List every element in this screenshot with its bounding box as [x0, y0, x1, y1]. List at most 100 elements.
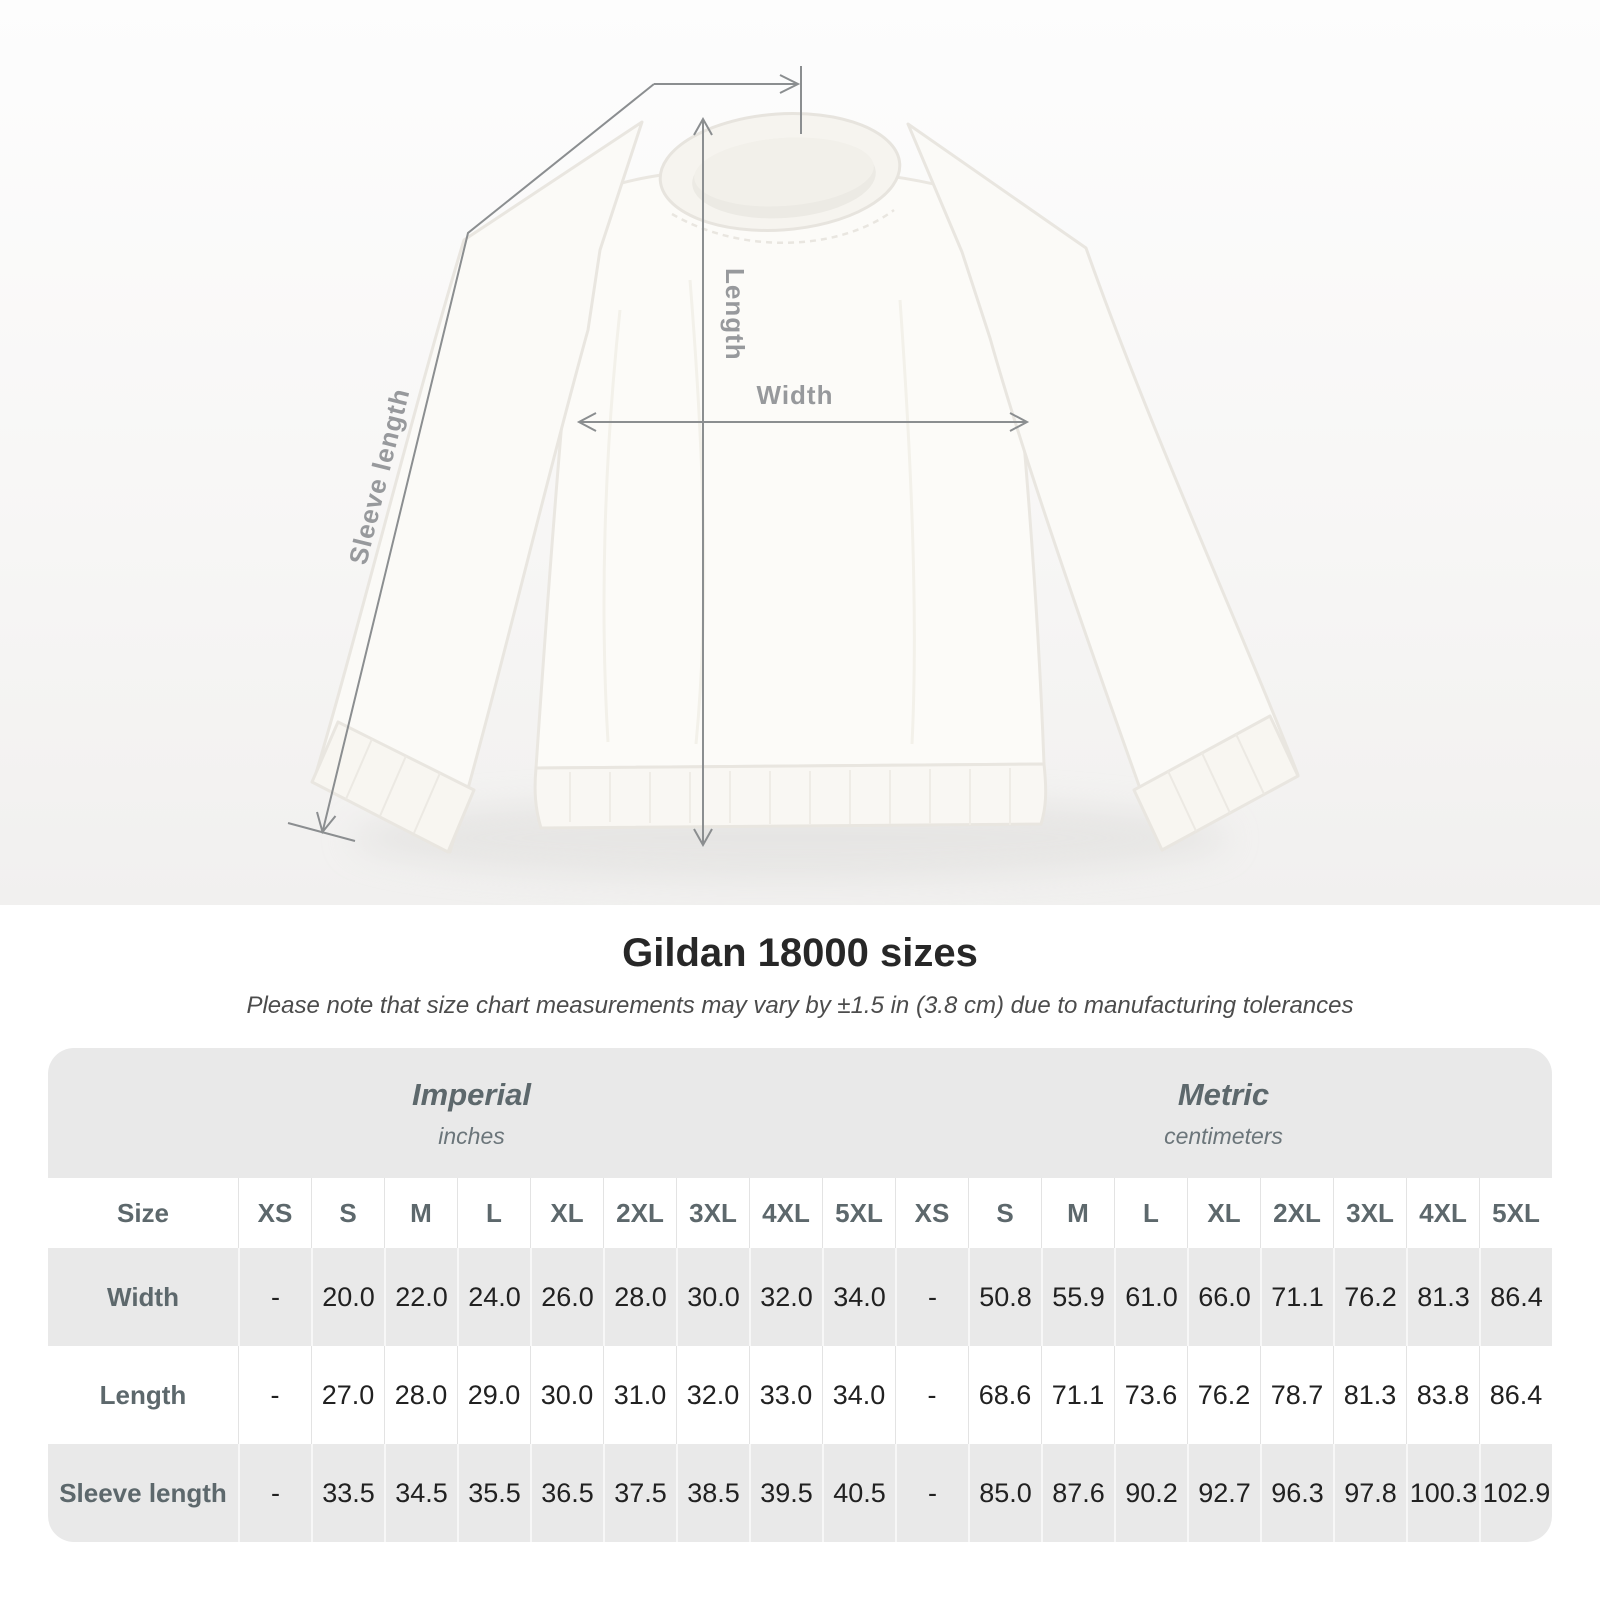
value-cell-imperial: 36.5	[530, 1444, 603, 1542]
hem-rib-texture	[569, 768, 1011, 825]
value-cell-imperial: 37.5	[603, 1444, 676, 1542]
value-cell-metric: 55.9	[1041, 1248, 1114, 1346]
column-header-metric-4xl: 4XL	[1406, 1178, 1479, 1248]
sweatshirt-illustration	[310, 112, 1300, 854]
value-cell-metric: 97.8	[1333, 1444, 1406, 1542]
value-cell-imperial: 35.5	[457, 1444, 530, 1542]
value-cell-imperial: 34.0	[822, 1248, 895, 1346]
imperial-unit: inches	[438, 1122, 505, 1149]
width-label: Width	[757, 380, 834, 410]
column-header-imperial-m: M	[384, 1178, 457, 1248]
value-cell-imperial: 29.0	[457, 1346, 530, 1444]
value-cell-imperial: 22.0	[384, 1248, 457, 1346]
value-cell-metric: 73.6	[1114, 1346, 1187, 1444]
imperial-header: Imperial inches	[48, 1048, 895, 1178]
width-arrow-right	[1009, 412, 1030, 432]
table-row-length: Length -27.0 28.0 29.0 30.0 31.0 32.0 33.0 34.0-…	[48, 1346, 1552, 1444]
value-cell-metric: 86.4	[1479, 1248, 1552, 1346]
value-cell-imperial: 28.0	[384, 1346, 457, 1444]
value-cell-metric: 68.6	[968, 1346, 1041, 1444]
value-cell-imperial: 32.0	[676, 1346, 749, 1444]
table-body: Width -20.0 22.0 24.0 26.0 28.0 30.0 32.0 34.0-5…	[48, 1248, 1552, 1542]
column-header-imperial-xl: XL	[530, 1178, 603, 1248]
value-cell-imperial: -	[238, 1346, 311, 1444]
value-cell-imperial: 34.0	[822, 1346, 895, 1444]
value-cell-imperial: 39.5	[749, 1444, 822, 1542]
value-cell-metric: 50.8	[968, 1248, 1041, 1346]
row-label: Width	[107, 1281, 179, 1312]
column-header-metric-xl: XL	[1187, 1178, 1260, 1248]
product-photo-section: Width Length Sleeve length	[0, 0, 1600, 905]
sweatshirt-diagram: Width Length Sleeve length	[287, 66, 1300, 880]
value-cell-imperial: -	[238, 1248, 311, 1346]
value-cell-metric: -	[895, 1346, 968, 1444]
value-cell-imperial: 28.0	[603, 1248, 676, 1346]
units-header-band: Imperial inches Metric centimeters	[48, 1048, 1552, 1178]
table-row-sleeve-length: Sleeve length -33.5 34.5 35.5 36.5 37.5 38.5 39…	[48, 1444, 1552, 1542]
value-cell-metric: -	[895, 1248, 968, 1346]
left-cuff-ribs	[345, 738, 441, 834]
value-cell-imperial: 24.0	[457, 1248, 530, 1346]
metric-header: Metric centimeters	[895, 1048, 1552, 1178]
value-cell-imperial: 20.0	[311, 1248, 384, 1346]
column-header-metric-2xl: 2XL	[1260, 1178, 1333, 1248]
imperial-title: Imperial	[412, 1076, 531, 1112]
value-cell-imperial: 34.5	[384, 1444, 457, 1542]
value-cell-metric: 66.0	[1187, 1248, 1260, 1346]
column-header-imperial-l: L	[457, 1178, 530, 1248]
value-cell-imperial: 30.0	[676, 1248, 749, 1346]
caption-section: Gildan 18000 sizes Please note that size…	[0, 902, 1600, 1048]
column-header-metric-m: M	[1041, 1178, 1114, 1248]
column-header-imperial-s: S	[311, 1178, 384, 1248]
column-header-imperial-2xl: 2XL	[603, 1178, 676, 1248]
value-cell-imperial: 27.0	[311, 1346, 384, 1444]
value-cell-metric: 76.2	[1187, 1346, 1260, 1444]
value-cell-metric: 87.6	[1041, 1444, 1114, 1542]
right-cuff-ribs	[1167, 733, 1265, 832]
value-cell-metric: 83.8	[1406, 1346, 1479, 1444]
size-header-row: Size XS S M L XL 2XL 3XL 4XL 5XL XS S M L XL 2XL 3XL 4XL 5…	[48, 1178, 1552, 1248]
value-cell-metric: 102.9	[1479, 1444, 1552, 1542]
column-header-metric-l: L	[1114, 1178, 1187, 1248]
value-cell-metric: 81.3	[1406, 1248, 1479, 1346]
metric-unit: centimeters	[1164, 1122, 1283, 1149]
width-arrow-left	[576, 412, 597, 432]
measurement-annotations	[287, 66, 1030, 848]
hem-band	[533, 762, 1048, 830]
length-arrow-up	[693, 116, 713, 136]
value-cell-metric: 86.4	[1479, 1346, 1552, 1444]
page-title: Gildan 18000 sizes	[622, 930, 978, 975]
value-cell-imperial: 33.5	[311, 1444, 384, 1542]
column-header-metric-5xl: 5XL	[1479, 1178, 1552, 1248]
value-cell-metric: 92.7	[1187, 1444, 1260, 1542]
value-cell-metric: 100.3	[1406, 1444, 1479, 1542]
metric-title: Metric	[1177, 1076, 1270, 1112]
value-cell-metric: 71.1	[1260, 1248, 1333, 1346]
column-header-imperial-3xl: 3XL	[676, 1178, 749, 1248]
length-arrow-down	[693, 828, 713, 848]
row-label: Sleeve length	[59, 1477, 227, 1508]
top-arrowhead	[779, 74, 801, 94]
value-cell-imperial: 40.5	[822, 1444, 895, 1542]
value-cell-imperial: 33.0	[749, 1346, 822, 1444]
column-header-imperial-4xl: 4XL	[749, 1178, 822, 1248]
length-label: Length	[720, 268, 750, 361]
tolerance-note: Please note that size chart measurements…	[246, 991, 1354, 1019]
value-cell-imperial: 30.0	[530, 1346, 603, 1444]
value-cell-metric: 90.2	[1114, 1444, 1187, 1542]
column-header-metric-xs: XS	[895, 1178, 968, 1248]
column-header-metric-3xl: 3XL	[1333, 1178, 1406, 1248]
row-label: Length	[99, 1379, 187, 1410]
sleeve-end-tick	[287, 822, 356, 842]
value-cell-metric: -	[895, 1444, 968, 1542]
value-cell-metric: 81.3	[1333, 1346, 1406, 1444]
value-cell-imperial: 26.0	[530, 1248, 603, 1346]
column-header-imperial-5xl: 5XL	[822, 1178, 895, 1248]
value-cell-metric: 85.0	[968, 1444, 1041, 1542]
value-cell-imperial: 31.0	[603, 1346, 676, 1444]
value-cell-metric: 78.7	[1260, 1346, 1333, 1444]
value-cell-metric: 76.2	[1333, 1248, 1406, 1346]
value-cell-imperial: -	[238, 1444, 311, 1542]
value-cell-imperial: 32.0	[749, 1248, 822, 1346]
column-header-metric-s: S	[968, 1178, 1041, 1248]
